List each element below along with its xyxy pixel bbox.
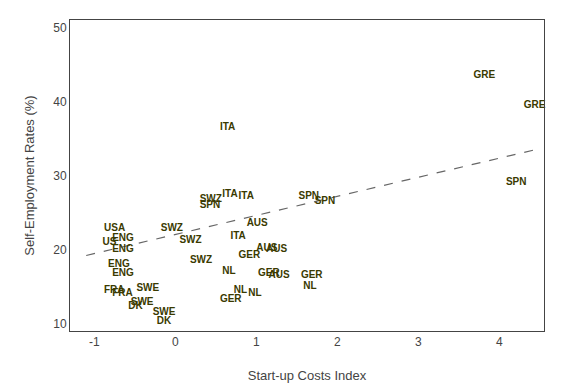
svg-text:US: US xyxy=(102,236,116,247)
svg-text:Start-up Costs Index: Start-up Costs Index xyxy=(248,368,367,383)
svg-text:SWZ: SWZ xyxy=(161,222,183,233)
svg-text:FRA: FRA xyxy=(112,287,133,298)
svg-text:AUS: AUS xyxy=(256,242,277,253)
svg-text:ITA: ITA xyxy=(239,190,254,201)
svg-text:10: 10 xyxy=(53,317,67,331)
svg-text:SWZ: SWZ xyxy=(200,193,222,204)
svg-text:GER: GER xyxy=(258,267,280,278)
svg-text:SWE: SWE xyxy=(131,296,154,307)
svg-text:-1: -1 xyxy=(89,335,100,349)
svg-text:1: 1 xyxy=(253,335,260,349)
svg-text:40: 40 xyxy=(53,95,67,109)
svg-text:ENG: ENG xyxy=(112,232,134,243)
svg-text:4: 4 xyxy=(496,335,503,349)
svg-text:ITA: ITA xyxy=(222,188,237,199)
svg-text:SWE: SWE xyxy=(153,306,176,317)
svg-text:GRE: GRE xyxy=(524,99,546,110)
svg-text:20: 20 xyxy=(53,243,67,257)
svg-text:NL: NL xyxy=(234,284,247,295)
svg-text:50: 50 xyxy=(53,21,67,35)
svg-text:DK: DK xyxy=(128,300,143,311)
svg-text:FRA: FRA xyxy=(104,284,125,295)
svg-text:DK: DK xyxy=(157,315,172,326)
svg-text:ENG: ENG xyxy=(112,243,134,254)
svg-text:SWE: SWE xyxy=(136,282,159,293)
svg-text:SPN: SPN xyxy=(315,195,336,206)
svg-text:NL: NL xyxy=(303,280,316,291)
svg-text:ENG: ENG xyxy=(108,258,130,269)
svg-text:ITA: ITA xyxy=(220,121,235,132)
svg-text:AUS: AUS xyxy=(247,217,268,228)
svg-text:Self-Employment Rates (%): Self-Employment Rates (%) xyxy=(22,95,37,255)
svg-text:NL: NL xyxy=(222,265,235,276)
svg-text:NL: NL xyxy=(248,287,261,298)
svg-text:GER: GER xyxy=(301,269,323,280)
svg-text:ITA: ITA xyxy=(230,230,245,241)
svg-text:GER: GER xyxy=(239,249,261,260)
svg-text:SWZ: SWZ xyxy=(190,254,212,265)
svg-text:AUS: AUS xyxy=(269,269,290,280)
svg-text:AUS: AUS xyxy=(266,243,287,254)
svg-text:SPN: SPN xyxy=(506,176,527,187)
svg-text:GRE: GRE xyxy=(474,69,496,80)
svg-text:SPN: SPN xyxy=(298,190,319,201)
svg-text:2: 2 xyxy=(334,335,341,349)
svg-text:USA: USA xyxy=(104,222,125,233)
svg-text:SPN: SPN xyxy=(200,199,221,210)
svg-text:ENG: ENG xyxy=(112,267,134,278)
svg-text:0: 0 xyxy=(172,335,179,349)
svg-text:3: 3 xyxy=(415,335,422,349)
svg-text:SWZ: SWZ xyxy=(179,234,201,245)
svg-text:30: 30 xyxy=(53,169,67,183)
svg-text:GER: GER xyxy=(220,293,242,304)
